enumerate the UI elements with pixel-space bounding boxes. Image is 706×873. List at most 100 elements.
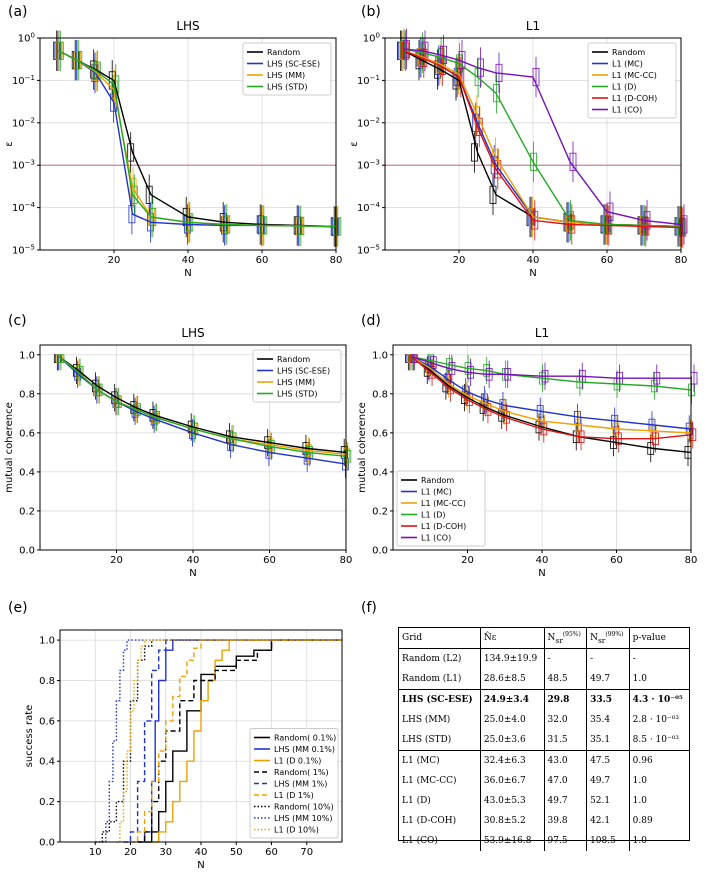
y-axis-label: mutual coherence bbox=[4, 402, 15, 493]
x-tick-label: 60 bbox=[263, 555, 276, 566]
y-tick-label: 0.2 bbox=[39, 797, 55, 808]
y-tick-label: 0.8 bbox=[39, 676, 55, 687]
series-line-l1-d-1- bbox=[130, 639, 342, 843]
table-cell: - bbox=[628, 648, 689, 669]
box-marker bbox=[131, 405, 139, 418]
series-line-l1-d- bbox=[403, 48, 682, 228]
table-cell: 49.7 bbox=[586, 668, 630, 690]
box-marker bbox=[493, 84, 501, 103]
legend-entry: Random bbox=[277, 355, 310, 364]
legend-entry: L1 (CO) bbox=[612, 106, 642, 115]
x-tick-label: 40 bbox=[187, 555, 200, 566]
series-line-l1-co- bbox=[403, 48, 682, 226]
x-axis-label: N bbox=[197, 860, 204, 871]
panel-e: 10 20 30 40 50 60 70 0.0 0.2 0.4 0.6 0.8 1.0 Nsuccess… bbox=[24, 629, 343, 871]
y-tick-label: 100 bbox=[363, 32, 380, 45]
series-line-l1-d-coh- bbox=[411, 356, 692, 440]
y-tick-label: 10−5 bbox=[12, 244, 35, 257]
series-line-lhs-std- bbox=[58, 50, 337, 228]
legend: Random LHS (SC-ESE) LHS (MM) LHS (STD) bbox=[252, 349, 342, 403]
y-tick-label: 0.4 bbox=[372, 467, 388, 478]
legend-entry: Random bbox=[421, 476, 454, 485]
y-tick-label: 0.6 bbox=[39, 716, 55, 727]
table-body: Random (L2) 134.9±19.9- - - Random (L1) 28.6±… bbox=[399, 648, 689, 851]
box-marker bbox=[472, 113, 480, 132]
table-cell: 36.0±6.7 bbox=[479, 770, 545, 791]
chart-title: L1 bbox=[535, 326, 549, 340]
table-row: LHS (STD) 25.0±3.6 31.5 35.1 8.5 · 10⁻⁰³ bbox=[399, 729, 689, 751]
y-tick-label: 10−1 bbox=[357, 74, 380, 87]
legend: Random L1 (MC) L1 (MC-CC) L1 (D) L1 (D-COH) L… bbox=[396, 470, 486, 547]
chart-title: LHS bbox=[181, 326, 204, 340]
box-marker bbox=[447, 381, 455, 395]
box-marker bbox=[56, 41, 64, 60]
y-tick-label: 0.2 bbox=[19, 506, 35, 517]
x-tick-label: 80 bbox=[330, 255, 343, 266]
y-tick-label: 10−2 bbox=[12, 116, 35, 129]
y-axis-label: ε bbox=[4, 141, 15, 146]
table-cell: 1.0 bbox=[628, 830, 689, 851]
table-cell: - bbox=[586, 648, 630, 669]
table-cell: 1.0 bbox=[628, 790, 689, 811]
legend-entry: LHS (MM) bbox=[267, 71, 305, 80]
panel-b: 20 40 60 80 10−5 10−4 10−3 10−2 10−1 100 Nε L1 Rando… bbox=[349, 19, 688, 279]
table-cell: 31.5 bbox=[543, 729, 587, 751]
y-tick-label: 10−3 bbox=[12, 159, 35, 172]
y-tick-label: 0.6 bbox=[372, 428, 388, 439]
box-marker bbox=[490, 156, 498, 175]
legend-entry: L1 (MC) bbox=[421, 488, 452, 497]
table-cell: 8.5 · 10⁻⁰³ bbox=[628, 729, 689, 751]
series-line-random-1- bbox=[137, 639, 342, 843]
table-cell: 49.7 bbox=[586, 770, 630, 791]
series-line-l1-mc- bbox=[411, 356, 692, 430]
table-cell: 25.0±3.6 bbox=[479, 729, 545, 751]
table-cell: 1.0 bbox=[628, 668, 689, 690]
table-row: LHS (SC-ESE) 24.9±3.4 29.8 33.5 4.3 · 10⁻⁰⁵ bbox=[399, 688, 689, 710]
header-nsr-99: Nsr(99%) bbox=[586, 628, 630, 649]
table-cell: 1.0 bbox=[628, 770, 689, 791]
table-row: L1 (MC) 32.4±6.3 43.0 47.5 0.96 bbox=[399, 749, 689, 771]
legend-frame bbox=[249, 728, 339, 839]
legend-entry: LHS (SC-ESE) bbox=[277, 367, 330, 376]
y-axis-label: success rate bbox=[24, 705, 35, 768]
legend-entry: L1 (D 0.1%) bbox=[274, 757, 321, 766]
results-table-grid: Grid N̂ε Nsr(95%) Nsr(99%) p-value Rando… bbox=[399, 628, 689, 851]
x-tick-label: 20 bbox=[124, 847, 137, 858]
x-tick-label: 20 bbox=[461, 555, 474, 566]
table-row: L1 (D-COH) 30.8±5.2 39.8 42.1 0.89 bbox=[399, 810, 689, 831]
legend-entry: L1 (CO) bbox=[421, 534, 451, 543]
legend-entry: Random bbox=[267, 48, 300, 57]
legend-entry: LHS (STD) bbox=[267, 83, 307, 92]
series-line-random bbox=[58, 356, 347, 454]
legend-entry: L1 (D 1%) bbox=[274, 791, 314, 800]
table-cell: 39.8 bbox=[543, 810, 587, 831]
table-cell: 32.4±6.3 bbox=[479, 749, 545, 771]
panel-a-label: (a) bbox=[8, 4, 28, 20]
table-row: LHS (MM) 25.0±4.0 32.0 35.4 2.8 · 10⁻⁰³ bbox=[399, 709, 689, 730]
x-tick-label: 70 bbox=[300, 847, 313, 858]
legend-frame bbox=[252, 349, 342, 403]
legend-frame bbox=[587, 42, 677, 119]
table-cell: 53.9±16.8 bbox=[479, 830, 545, 851]
x-tick-label: 60 bbox=[601, 255, 614, 266]
legend-entry: L1 (D-COH) bbox=[421, 522, 466, 531]
table-cell: L1 (D-COH) bbox=[402, 815, 457, 826]
table-cell: 42.1 bbox=[586, 810, 630, 831]
table-cell: 0.89 bbox=[628, 810, 689, 831]
x-tick-label: 60 bbox=[610, 555, 623, 566]
table-cell: 2.8 · 10⁻⁰³ bbox=[628, 709, 689, 730]
table-cell: 49.7 bbox=[543, 790, 587, 811]
table-cell: 32.0 bbox=[543, 709, 587, 730]
legend-entry: LHS (MM 1%) bbox=[274, 780, 327, 789]
x-tick-label: 50 bbox=[230, 847, 243, 858]
x-tick-label: 60 bbox=[265, 847, 278, 858]
header-p-value: p-value bbox=[628, 628, 689, 649]
y-tick-label: 100 bbox=[18, 32, 35, 45]
box-marker bbox=[401, 41, 409, 60]
table-cell: 33.5 bbox=[586, 688, 630, 710]
table-cell: LHS (SC-ESE) bbox=[399, 688, 481, 710]
chart-title: L1 bbox=[526, 19, 540, 33]
x-tick-label: 80 bbox=[685, 555, 698, 566]
y-tick-label: 0.4 bbox=[19, 467, 35, 478]
y-tick-label: 10−2 bbox=[357, 116, 380, 129]
